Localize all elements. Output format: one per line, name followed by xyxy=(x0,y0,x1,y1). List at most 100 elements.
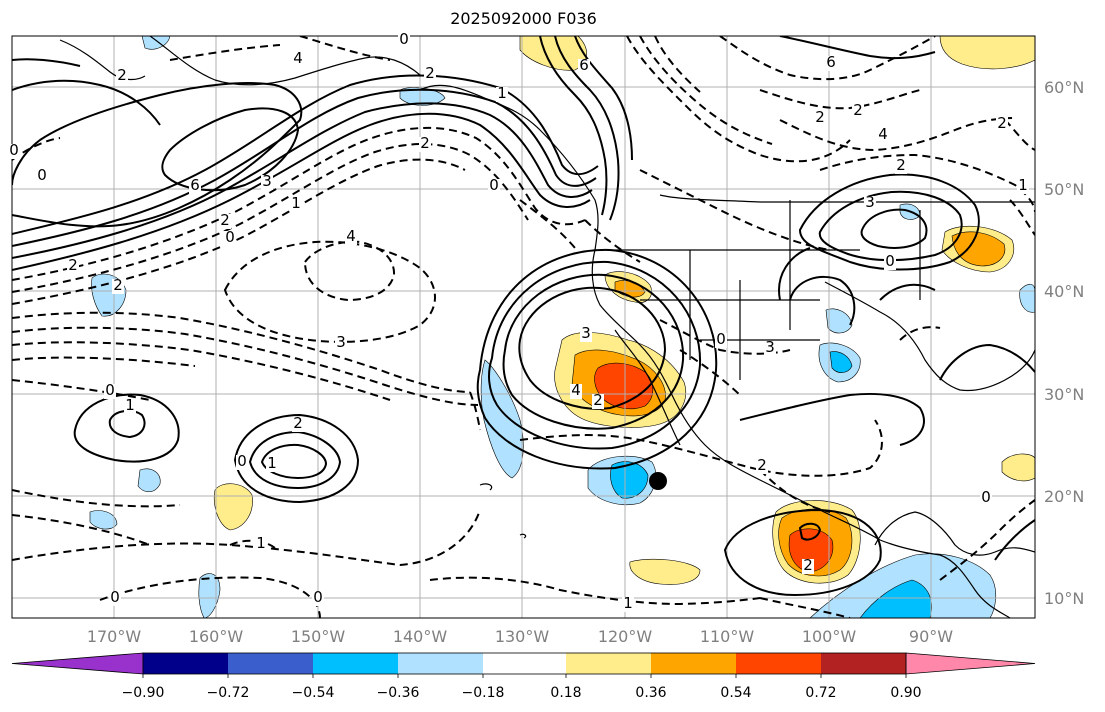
lon-tick-label: 100°W xyxy=(802,627,857,646)
colorbar-segment xyxy=(736,653,821,674)
contour-label: 0 xyxy=(110,588,120,606)
contour-label-bg xyxy=(980,491,992,506)
lat-tick-label: 40°N xyxy=(1044,282,1084,301)
contour-label-bg xyxy=(290,197,302,212)
colorbar-segment xyxy=(651,653,736,674)
contour-label: 2 xyxy=(853,101,863,119)
lon-tick-label: 140°W xyxy=(393,627,448,646)
colorbar-label: −0.36 xyxy=(377,685,420,701)
contour-label: 2 xyxy=(757,456,767,474)
contour-label: 1 xyxy=(1018,176,1028,194)
contour-label: 3 xyxy=(865,193,875,211)
contour-label-bg xyxy=(864,196,876,211)
colorbar-label: −0.90 xyxy=(122,685,165,701)
colorbar-label: −0.72 xyxy=(207,685,250,701)
contour-label: 2 xyxy=(815,108,825,126)
contour-label: 0 xyxy=(885,252,895,270)
contour-label: 2 xyxy=(220,211,230,229)
contour-label-bg xyxy=(715,333,727,348)
contour-label-bg xyxy=(116,69,128,84)
contour-label: 1 xyxy=(267,454,277,472)
map-gridlines xyxy=(12,36,1035,618)
contour-label-bg xyxy=(224,231,236,246)
contour-label-bg xyxy=(419,137,431,152)
colorbar-label: 0.72 xyxy=(805,685,836,701)
contour-label-bg xyxy=(219,214,231,229)
lat-tick-label: 30°N xyxy=(1044,385,1084,404)
contour-label-bg xyxy=(292,417,304,432)
coastlines xyxy=(59,36,1035,618)
contour-label-bg xyxy=(884,255,896,270)
contour-label: 2 xyxy=(420,134,430,152)
contour-label-bg xyxy=(424,67,436,82)
lon-tick-label: 150°W xyxy=(291,627,346,646)
positive-anomaly-fill xyxy=(213,36,1035,585)
colorbar-frame xyxy=(142,652,907,675)
dashed-contours xyxy=(12,36,1035,618)
contour-label-bg xyxy=(104,384,116,399)
contour-label-bg xyxy=(622,597,634,612)
contour-label: 0 xyxy=(9,141,19,159)
contour-label: 3 xyxy=(262,172,272,190)
contour-label-bg xyxy=(398,33,410,48)
contour-label: 6 xyxy=(826,53,836,71)
contour-label: 4 xyxy=(878,125,888,143)
contour-label: 6 xyxy=(190,176,200,194)
colorbar-label: −0.54 xyxy=(292,685,335,701)
contour-label: 0 xyxy=(716,330,726,348)
contour-label-bg xyxy=(124,399,136,414)
contour-label: 0 xyxy=(225,228,235,246)
contour-label-bg xyxy=(335,336,347,351)
contour-label-bg xyxy=(189,179,201,194)
contour-label-bg xyxy=(825,56,837,71)
contour-label: 4 xyxy=(346,227,356,245)
contour-label-bg xyxy=(496,87,508,102)
contour-label-bg xyxy=(852,104,864,119)
contour-label-bg xyxy=(8,144,20,159)
plot-frame xyxy=(11,35,1036,619)
contour-label-bg xyxy=(109,591,121,606)
lat-tick-label: 10°N xyxy=(1044,589,1084,608)
lon-tick-label: 110°W xyxy=(700,627,755,646)
contour-label-bg xyxy=(255,537,267,552)
contour-label-bg xyxy=(578,59,590,74)
colorbar-label: 0.90 xyxy=(890,685,921,701)
contour-label: 0 xyxy=(981,488,991,506)
lon-tick-label: 90°W xyxy=(909,627,953,646)
solid-contours xyxy=(12,36,1035,597)
contour-label-bg xyxy=(312,591,324,606)
contour-label-bg xyxy=(1017,179,1029,194)
contour-label-bg xyxy=(756,459,768,474)
lon-tick-label: 160°W xyxy=(189,627,244,646)
contour-label: 2 xyxy=(293,414,303,432)
contour-label: 1 xyxy=(497,84,507,102)
contour-label-bg xyxy=(580,327,592,342)
colorbar-segment xyxy=(398,653,483,674)
contour-label: 0 xyxy=(313,588,323,606)
contour-label-bg xyxy=(570,384,582,399)
contour-label: 3 xyxy=(581,324,591,342)
lon-tick-label: 120°W xyxy=(598,627,653,646)
lat-tick-labels: 10°N 20°N 30°N 40°N 50°N 60°N xyxy=(1044,78,1084,608)
colorbar-segment xyxy=(483,653,566,674)
colorbar-segment xyxy=(566,653,651,674)
contour-label: 2 xyxy=(997,114,1007,132)
lat-tick-label: 60°N xyxy=(1044,78,1084,97)
contour-label: 1 xyxy=(256,534,266,552)
contour-label-bg xyxy=(592,394,604,409)
contour-label-bg xyxy=(895,159,907,174)
contour-label-bg xyxy=(236,455,248,470)
contour-label-bg xyxy=(292,52,304,67)
contour-label-bg xyxy=(345,230,357,245)
contour-label-bg xyxy=(266,457,278,472)
contour-label-bg xyxy=(67,259,79,274)
lon-tick-label: 170°W xyxy=(87,627,142,646)
contour-label: 2 xyxy=(68,256,78,274)
contour-label: 6 xyxy=(579,56,589,74)
contour-label-bg xyxy=(112,279,124,294)
location-marker xyxy=(649,472,667,490)
colorbar-label: 0.18 xyxy=(550,685,581,701)
lat-tick-label: 20°N xyxy=(1044,487,1084,506)
contour-label-bg xyxy=(996,117,1008,132)
